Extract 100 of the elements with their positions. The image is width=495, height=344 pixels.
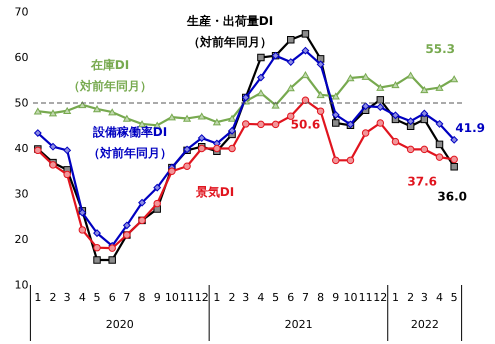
x-tick-label: 6 (108, 291, 116, 304)
x-tick-label: 4 (436, 291, 443, 304)
point (316, 60, 324, 68)
point (78, 102, 86, 108)
point (63, 107, 71, 114)
point (93, 244, 101, 252)
point (198, 112, 206, 120)
point (362, 73, 370, 80)
x-tick-label: 3 (64, 291, 71, 304)
point (93, 106, 101, 112)
x-tick-label: 12 (194, 291, 209, 304)
y-tick-label: 70 (14, 6, 28, 18)
data-label: 41.9 (455, 120, 485, 135)
x-tick-label: 5 (272, 291, 280, 304)
point (168, 168, 176, 175)
data-label: 37.6 (407, 174, 437, 188)
x-tick-label: 4 (257, 291, 264, 304)
point (436, 120, 444, 128)
y-tick-label: 20 (14, 233, 28, 246)
point (198, 134, 206, 142)
point (450, 162, 458, 170)
point (450, 156, 458, 164)
point (242, 120, 250, 128)
x-tick-label: 4 (78, 291, 86, 304)
data-label: 55.3 (425, 42, 455, 56)
point (49, 161, 57, 169)
point (376, 103, 384, 111)
point (213, 144, 221, 152)
x-tick-label: 7 (302, 291, 309, 304)
point (362, 102, 370, 110)
point (34, 129, 42, 137)
point (168, 114, 176, 120)
point (376, 119, 384, 127)
x-tick-label: 3 (242, 291, 250, 304)
series-label: 在庫DI （対前年同月） (68, 58, 152, 93)
point (332, 119, 340, 127)
point (108, 244, 116, 252)
point (287, 112, 295, 120)
x-tick-label: 10 (343, 291, 358, 304)
point (332, 156, 340, 164)
point (346, 74, 354, 82)
point (332, 92, 340, 100)
point (108, 256, 116, 264)
point (93, 256, 101, 264)
y-tick-label: 30 (14, 188, 28, 200)
point (302, 30, 310, 38)
y-tick-label: 50 (14, 96, 28, 110)
point (302, 71, 310, 78)
x-tick-label: 9 (154, 291, 161, 304)
point (436, 140, 444, 148)
point (376, 84, 384, 91)
point (123, 115, 131, 122)
point (213, 118, 221, 126)
point (392, 81, 400, 88)
x-tick-label: 1 (213, 291, 220, 304)
y-tick-label: 10 (14, 278, 28, 292)
text: 2022 (410, 318, 439, 331)
point (406, 72, 414, 79)
point (257, 120, 265, 128)
x-tick-label: 5 (94, 291, 101, 304)
series-label: 設備稼働率DI （対前年同月） (88, 125, 172, 160)
data-label: 50.6 (290, 117, 320, 132)
point (257, 54, 265, 62)
point (49, 142, 57, 150)
point (316, 92, 324, 98)
point (272, 120, 280, 128)
point (287, 58, 295, 66)
point (392, 112, 400, 120)
y-tick-label: 60 (14, 51, 28, 64)
point (362, 129, 370, 137)
point (420, 146, 428, 154)
x-tick-label: 3 (420, 291, 428, 304)
series-label: 生産・出荷量DI （対前年同月） (186, 14, 274, 49)
point (93, 229, 101, 237)
x-tick-label: 1 (34, 291, 42, 304)
point (316, 107, 324, 115)
x-tick-label: 8 (317, 291, 324, 304)
point (346, 156, 354, 164)
x-tick-label: 10 (164, 291, 179, 304)
x-tick-label: 2 (228, 291, 236, 304)
point (153, 200, 161, 208)
point (228, 115, 236, 122)
text: 2021 (284, 318, 313, 331)
point (138, 198, 146, 206)
point (450, 76, 458, 82)
point (376, 96, 384, 104)
point (34, 108, 42, 114)
point (123, 222, 131, 230)
x-tick-label: 12 (373, 291, 388, 304)
point (49, 110, 57, 116)
point (78, 226, 86, 234)
point (287, 84, 295, 92)
x-tick-label: 2 (49, 291, 56, 304)
point (302, 96, 310, 104)
point (302, 46, 310, 54)
point (287, 36, 295, 44)
series-label: 景気DI (194, 185, 234, 199)
y-tick-label: 40 (14, 142, 28, 155)
x-tick-label: 11 (358, 291, 373, 304)
point (257, 90, 265, 96)
